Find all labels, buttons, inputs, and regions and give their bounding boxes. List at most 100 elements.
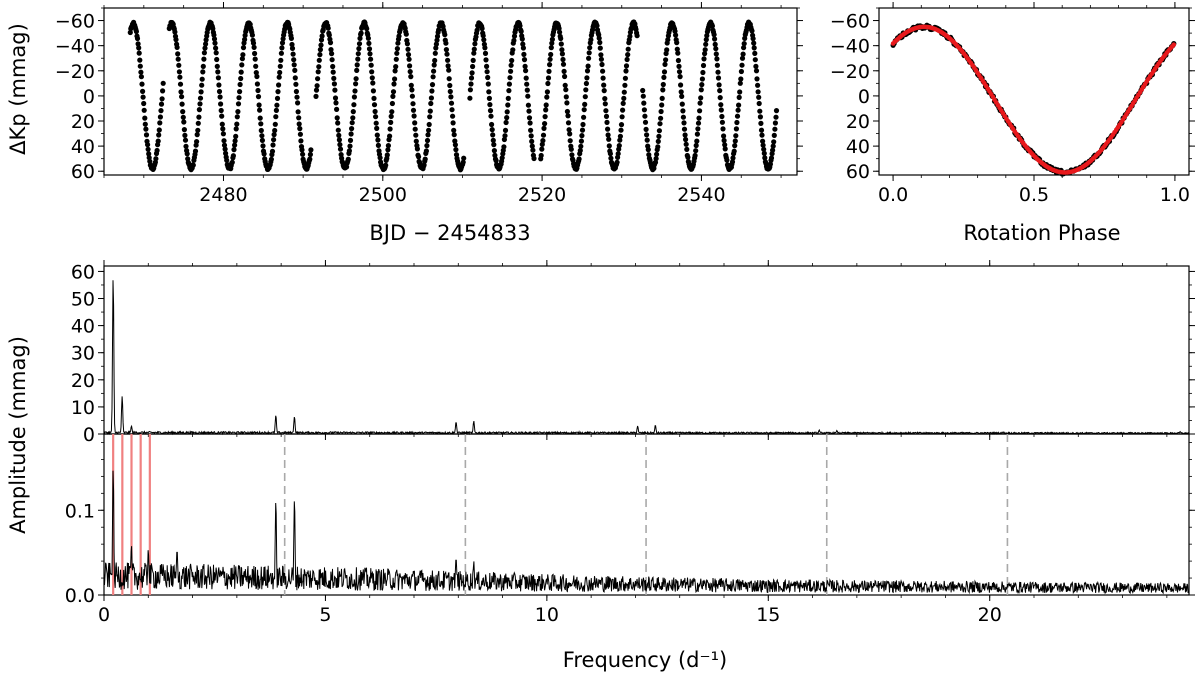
light-curve-point (597, 39, 603, 46)
light-curve-point (468, 81, 474, 87)
light-curve-point (504, 115, 510, 121)
light-curve-point (603, 108, 609, 114)
light-curve-point (653, 156, 659, 162)
light-curve-point (640, 93, 646, 99)
light-curve-point (770, 143, 776, 149)
light-curve-point (606, 136, 612, 142)
light-curve-point (336, 132, 342, 138)
light-curve-point (732, 138, 738, 144)
x-tick-label: 0 (98, 604, 110, 626)
light-curve-point (416, 154, 422, 160)
light-curve-point (383, 162, 389, 168)
light-curve-point (159, 96, 165, 102)
light-curve-point (233, 133, 239, 139)
light-curve-point (377, 155, 383, 161)
light-curve-point (259, 137, 265, 143)
light-curve-point (584, 75, 590, 81)
light-curve-point (218, 101, 224, 107)
light-curve-point (617, 133, 624, 139)
light-curve-point (506, 81, 512, 87)
light-curve-point (491, 142, 497, 148)
light-curve-point (433, 41, 439, 47)
light-curve-point (329, 51, 335, 57)
light-curve-point (468, 75, 475, 81)
light-curve-point (410, 107, 417, 113)
light-curve-point (298, 138, 304, 144)
light-curve-point (181, 119, 187, 125)
light-curve-point (757, 114, 764, 120)
light-curve-point (698, 87, 704, 93)
light-curve-point (175, 56, 181, 62)
light-curve-point (157, 120, 163, 126)
light-curve-point (622, 75, 629, 81)
light-curve-point (233, 126, 239, 132)
light-curve-point (373, 114, 379, 120)
light-curve-point (561, 68, 567, 74)
light-curve-point (252, 56, 258, 62)
light-curve-point (598, 52, 604, 58)
light-curve-point (158, 101, 165, 107)
light-curve-point (275, 89, 281, 95)
light-curve-point (197, 95, 204, 101)
light-curve-point (198, 89, 204, 95)
light-curve-point (347, 143, 353, 149)
spectrum-residual-line (103, 470, 1190, 595)
light-curve-point (485, 81, 491, 87)
light-curve-point (295, 109, 301, 115)
light-curve-point (758, 120, 764, 126)
y-tick-label: 0 (83, 86, 95, 108)
y-tick-label: −40 (830, 36, 870, 58)
light-curve-point (674, 40, 680, 46)
light-curve-panel: 2480 2500 2520 2540 −60 −40 −20 0 20 40 60 (55, 2, 803, 206)
light-curve-point (656, 128, 663, 134)
light-curve-point (318, 37, 325, 43)
light-curve-point (656, 133, 662, 139)
light-curve-point (681, 120, 687, 126)
light-curve-point (542, 114, 548, 120)
light-curve-point (447, 88, 453, 95)
light-curve-point (542, 121, 548, 127)
light-curve-point (604, 119, 610, 125)
light-curve-point (387, 133, 393, 139)
y-tick-label: 20 (71, 111, 95, 133)
light-curve-point (328, 47, 334, 53)
light-curve-point (373, 120, 379, 126)
light-curve-point (392, 68, 398, 74)
light-curve-point (351, 102, 357, 108)
light-curve-point (709, 23, 716, 29)
light-curve-point (155, 138, 161, 144)
light-curve-point (461, 155, 467, 161)
light-curve-point (234, 114, 240, 120)
light-curve-point (134, 35, 141, 42)
light-curve-point (372, 108, 378, 115)
light-curve-point (427, 114, 433, 120)
light-curve-point (641, 107, 648, 113)
light-curve-point (390, 89, 397, 95)
light-curve-point (183, 143, 189, 149)
light-curve-point (501, 144, 507, 150)
light-curve-point (317, 47, 323, 53)
light-curve-point (724, 157, 730, 163)
light-curve-point (621, 95, 627, 101)
light-curve-point (770, 147, 776, 153)
light-curve-point (586, 50, 592, 56)
light-curve-point (721, 133, 727, 139)
light-curve-point (546, 68, 552, 74)
light-curve-point (520, 41, 526, 47)
light-curve-point (523, 75, 529, 81)
light-curve-point (406, 56, 412, 62)
light-curve-point (672, 28, 678, 34)
light-curve-point (716, 82, 722, 88)
light-curve-point (504, 109, 510, 115)
light-curve-point (141, 107, 147, 113)
light-curve-point (157, 114, 163, 120)
light-curve-point (197, 101, 203, 107)
x-tick-label: 0.5 (1019, 184, 1049, 206)
light-curve-point (385, 147, 391, 153)
light-curve-point (493, 158, 499, 164)
light-curve-point (256, 102, 262, 108)
light-curve-point (389, 109, 395, 115)
light-curve-point (583, 87, 589, 93)
light-curve-point (526, 115, 533, 121)
light-curve-point (269, 148, 276, 154)
